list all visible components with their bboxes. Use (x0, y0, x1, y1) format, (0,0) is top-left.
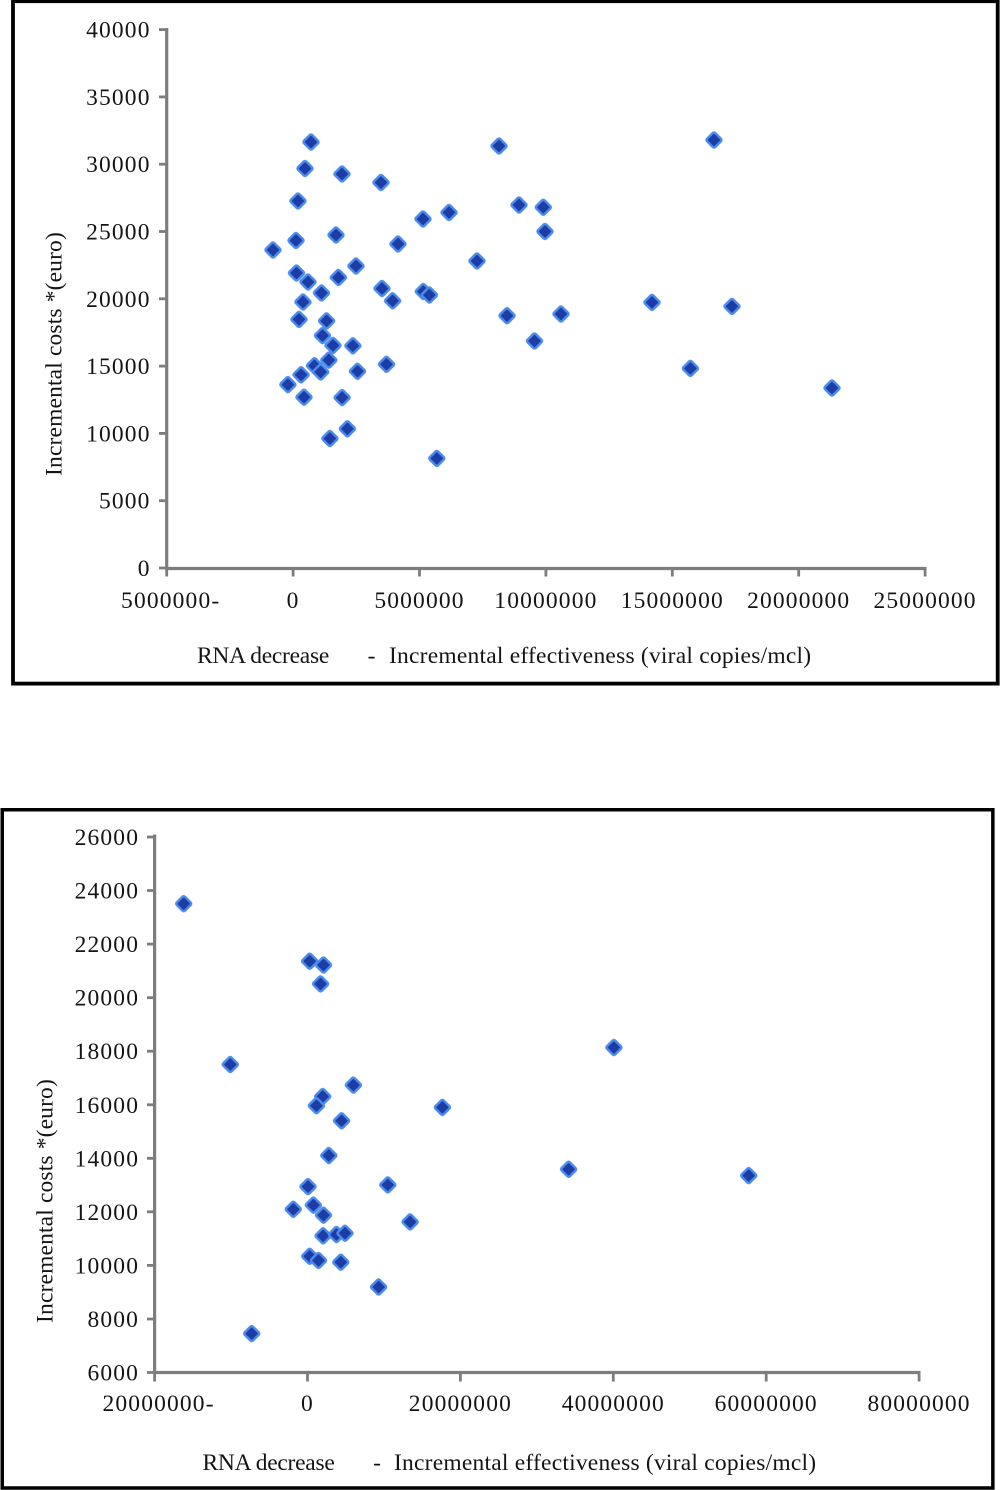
svg-text:6000: 6000 (87, 1361, 139, 1387)
svg-text:15000000: 15000000 (621, 588, 724, 614)
svg-text:24000: 24000 (75, 879, 140, 905)
svg-text:10000: 10000 (75, 1253, 140, 1279)
svg-text:10000000: 10000000 (494, 588, 597, 614)
svg-text:40000: 40000 (86, 18, 151, 44)
svg-text:22000: 22000 (75, 932, 140, 958)
svg-text:14000: 14000 (75, 1146, 140, 1172)
svg-text:Incremental costs *(euro): Incremental costs *(euro) (42, 232, 68, 476)
svg-text:8000: 8000 (87, 1307, 139, 1333)
svg-text:16000: 16000 (75, 1093, 140, 1119)
svg-text:15000: 15000 (86, 354, 151, 380)
svg-text:5000000-: 5000000- (121, 588, 220, 614)
svg-text:5000000: 5000000 (374, 588, 464, 614)
svg-text:10000: 10000 (86, 421, 151, 447)
svg-text:0: 0 (138, 556, 151, 582)
svg-text:60000000: 60000000 (715, 1391, 818, 1417)
svg-text:-: - (373, 1450, 381, 1476)
svg-text:0: 0 (287, 588, 300, 614)
svg-text:0: 0 (301, 1391, 314, 1417)
svg-text:5000: 5000 (99, 489, 151, 515)
svg-text:25000: 25000 (86, 220, 151, 246)
svg-text:80000000: 80000000 (867, 1391, 970, 1417)
svg-text:25000000: 25000000 (873, 588, 976, 614)
svg-text:20000: 20000 (75, 986, 140, 1012)
svg-text:18000: 18000 (75, 1039, 140, 1065)
svg-text:30000: 30000 (86, 152, 151, 178)
svg-text:-: - (368, 643, 376, 669)
svg-text:26000: 26000 (75, 825, 140, 851)
svg-text:35000: 35000 (86, 85, 151, 111)
svg-text:40000000: 40000000 (562, 1391, 665, 1417)
svg-text:Incremental effectiveness (vir: Incremental effectiveness (viral copies/… (389, 643, 811, 669)
svg-text:Incremental effectiveness (vir: Incremental effectiveness (viral copies/… (394, 1450, 816, 1476)
svg-text:12000: 12000 (75, 1200, 140, 1226)
svg-text:20000000-: 20000000- (103, 1391, 215, 1417)
svg-text:20000000: 20000000 (409, 1391, 512, 1417)
svg-text:20000: 20000 (86, 287, 151, 313)
svg-text:Incremental costs *(euro): Incremental costs *(euro) (33, 1079, 59, 1323)
svg-text:20000000: 20000000 (747, 588, 850, 614)
svg-text:RNA decrease: RNA decrease (203, 1450, 335, 1476)
svg-text:RNA decrease: RNA decrease (197, 643, 329, 669)
